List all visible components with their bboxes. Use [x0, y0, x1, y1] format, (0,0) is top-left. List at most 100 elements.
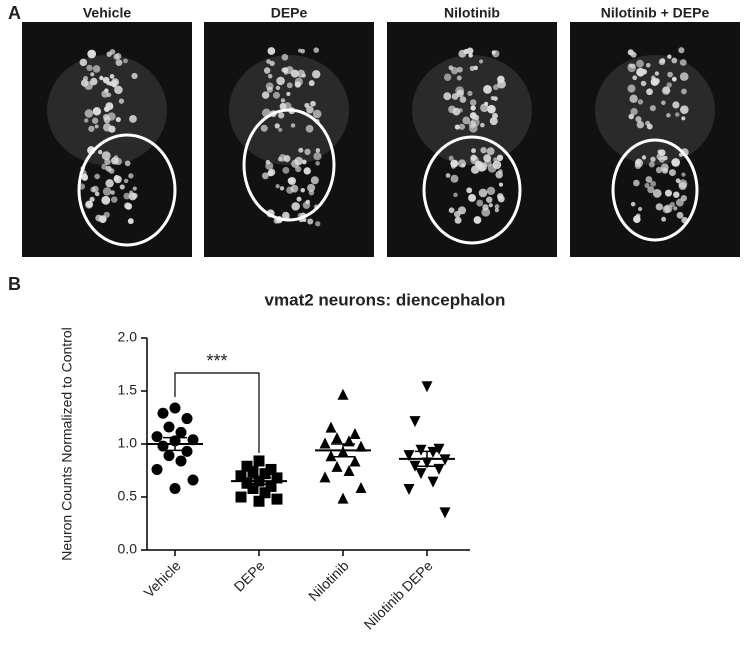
cell: [123, 58, 128, 64]
image-panel: [22, 22, 740, 257]
cell: [291, 159, 300, 168]
image-title: Nilotinib: [444, 5, 500, 21]
y-tick-label: 1.0: [118, 435, 138, 451]
cell: [268, 168, 276, 176]
point: [319, 437, 331, 449]
cell: [668, 169, 676, 177]
cell: [101, 90, 109, 98]
cell: [132, 192, 138, 199]
cell: [457, 159, 467, 168]
cell: [470, 105, 476, 111]
cell: [650, 180, 657, 187]
cell: [483, 84, 492, 94]
cell: [269, 60, 275, 67]
point: [325, 450, 337, 462]
cell: [263, 67, 271, 74]
cell: [306, 106, 314, 114]
cell: [303, 167, 311, 175]
point: [151, 463, 163, 475]
cell: [99, 75, 104, 81]
cell: [105, 179, 114, 188]
cell: [681, 116, 686, 121]
cell: [680, 105, 689, 114]
cell: [645, 63, 651, 68]
image-title: Nilotinib + DEPe: [601, 5, 710, 21]
cell: [661, 216, 667, 222]
cell: [658, 149, 666, 157]
cell: [498, 182, 504, 187]
point: [355, 482, 367, 494]
plot: 0.0 0.5 1.0 1.5 2.0 Vehicle DEPe Nilotinib Nilot…: [118, 329, 470, 633]
cell: [106, 51, 112, 57]
cell: [300, 187, 305, 193]
y-tick-label: 2.0: [118, 329, 138, 345]
cell: [283, 155, 291, 163]
cell: [101, 195, 111, 205]
point: [433, 443, 445, 455]
cell: [85, 200, 93, 208]
cell: [113, 175, 120, 181]
cell: [451, 93, 459, 100]
roi-circle: [242, 108, 336, 222]
cell: [641, 69, 648, 75]
cell: [658, 58, 666, 66]
cell: [641, 155, 647, 160]
point: [175, 455, 187, 467]
cell: [497, 79, 506, 89]
cell: [86, 64, 93, 72]
cell: [662, 205, 671, 214]
cell: [298, 147, 304, 153]
cell: [92, 107, 102, 116]
cell: [278, 127, 283, 132]
cell: [305, 124, 314, 133]
cell: [675, 178, 681, 184]
cell: [443, 92, 452, 101]
cell: [486, 186, 496, 196]
cell: [632, 75, 638, 81]
cell: [98, 149, 103, 155]
cell: [454, 124, 460, 130]
cell: [301, 159, 307, 165]
point: [403, 450, 415, 462]
cell: [295, 165, 302, 173]
cell: [282, 166, 290, 174]
cell: [90, 72, 95, 77]
point: [187, 434, 199, 446]
cell: [315, 148, 321, 153]
point: [181, 445, 193, 457]
cell: [680, 195, 688, 202]
x-tick-label: Nilotinib DEPe: [361, 557, 436, 632]
y-tick-label: 1.5: [118, 382, 138, 398]
cell: [445, 173, 451, 178]
cell: [132, 186, 137, 191]
point: [355, 440, 367, 452]
cell: [493, 96, 498, 101]
significance-label: ***: [206, 351, 227, 371]
cell: [678, 47, 685, 54]
cell: [662, 86, 671, 94]
y-tick-label: 0.5: [118, 488, 138, 504]
cell: [114, 85, 123, 95]
cell: [79, 58, 88, 67]
cell: [627, 84, 636, 93]
point: [259, 468, 271, 480]
point: [427, 476, 439, 488]
cell: [480, 122, 485, 128]
cell: [89, 196, 95, 202]
point: [235, 491, 247, 503]
cell: [125, 202, 133, 210]
cell: [646, 123, 653, 130]
cell: [267, 73, 273, 79]
cell: [448, 155, 454, 161]
y-tick-label: 0.0: [118, 541, 138, 557]
cell: [636, 120, 645, 129]
cell: [286, 91, 291, 97]
cell: [124, 160, 131, 167]
cell: [650, 156, 656, 162]
cell: [290, 123, 296, 128]
cell: [493, 157, 498, 162]
cell: [629, 94, 638, 103]
cell: [497, 195, 505, 203]
cell: [91, 185, 99, 193]
point: [247, 466, 259, 478]
